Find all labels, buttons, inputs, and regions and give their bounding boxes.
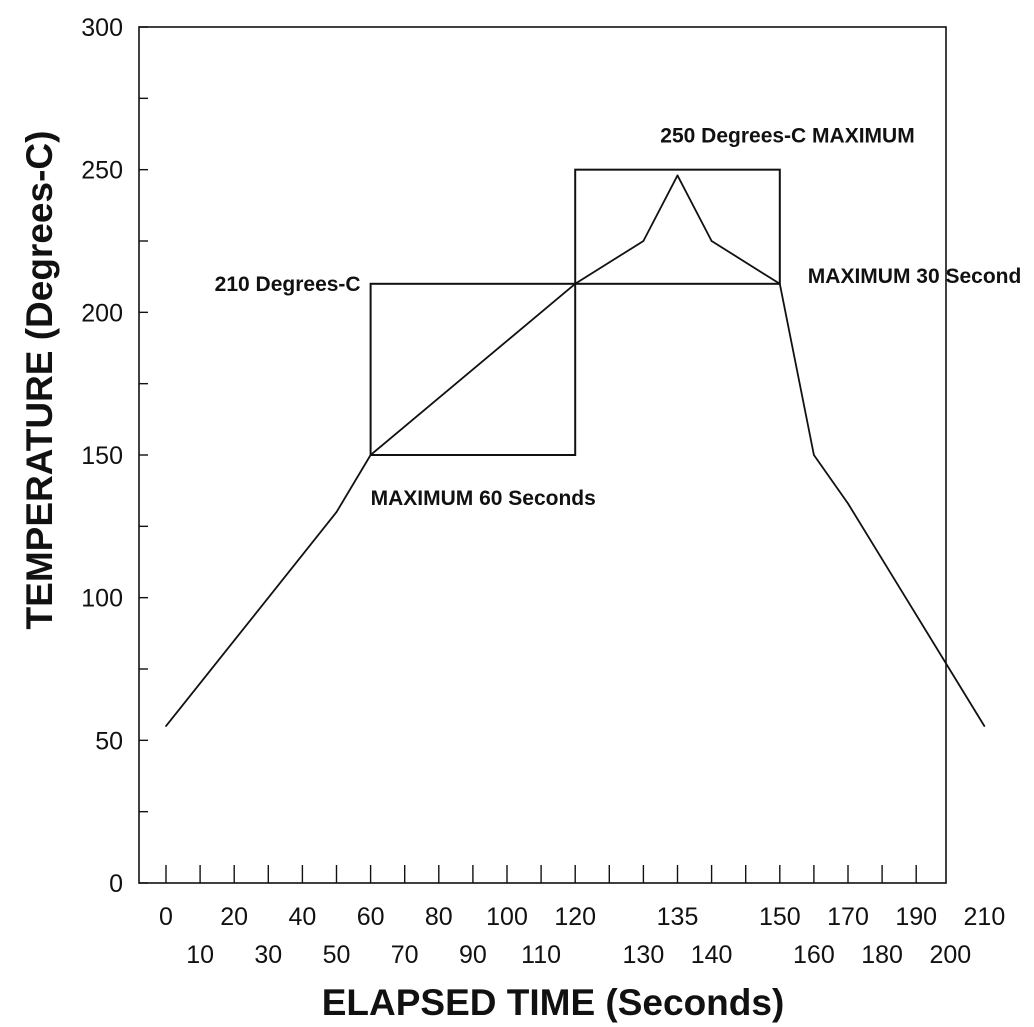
- x-axis: 0 20 40 60 80 100 120 135 150 170 190 210 10 30 50 70 90…: [159, 865, 1005, 969]
- x-tick-label: 170: [827, 903, 869, 931]
- x-axis-title: ELAPSED TIME (Seconds): [322, 982, 785, 1023]
- curve-point: [165, 725, 167, 727]
- y-tick-label: 100: [81, 585, 123, 613]
- y-tick-label: 250: [81, 157, 123, 185]
- limit-regions: [369, 168, 781, 456]
- x-tick-label: 110: [521, 941, 561, 969]
- x-tick-label: 0: [159, 903, 173, 931]
- annotation-label: MAXIMUM 60 Seconds: [371, 487, 596, 510]
- x-tick-label: 40: [288, 903, 316, 931]
- x-tick-label: 160: [793, 941, 835, 969]
- y-tick-label: 50: [95, 727, 123, 755]
- y-tick-label: 0: [109, 870, 123, 898]
- annotation-label: 210 Degrees-C: [215, 273, 361, 296]
- x-tick-label: 60: [357, 903, 385, 931]
- x-tick-label: 140: [691, 941, 733, 969]
- y-tick-label: 300: [81, 14, 123, 42]
- limit-box: [369, 282, 577, 456]
- curve-point: [710, 240, 713, 242]
- x-tick-label: 190: [895, 903, 937, 931]
- annotation-label: 250 Degrees-C MAXIMUM: [660, 125, 914, 148]
- x-tick-label: 150: [759, 903, 801, 931]
- x-tick-label: 80: [425, 903, 453, 931]
- x-tick-label: 210: [964, 903, 1006, 931]
- curve-point: [847, 502, 849, 505]
- curve-point: [779, 283, 781, 285]
- x-tick-label: 10: [186, 941, 214, 969]
- curve-point: [676, 174, 679, 177]
- x-tick-label: 135: [657, 903, 699, 931]
- curve-point: [574, 283, 576, 285]
- y-axis-title: TEMPERATURE (Degrees-C): [19, 131, 60, 630]
- curve-point: [642, 240, 645, 242]
- x-tick-label: 90: [459, 941, 487, 969]
- y-tick-label: 150: [81, 442, 123, 470]
- y-axis: 0 50 100 150 200 250 300: [81, 14, 148, 898]
- x-tick-label: 180: [861, 941, 903, 969]
- x-tick-label: 100: [486, 903, 528, 931]
- x-tick-label: 30: [254, 941, 282, 969]
- x-tick-label: 50: [323, 941, 351, 969]
- annotations: 250 Degrees-C MAXIMUM 210 Degrees-C MAXIMU…: [215, 125, 1022, 510]
- y-tick-label: 200: [81, 299, 123, 327]
- x-tick-label: 200: [929, 941, 971, 969]
- series-layer: [165, 174, 986, 727]
- curve-point: [813, 454, 815, 456]
- curve-point: [335, 511, 338, 513]
- x-tick-label: 20: [220, 903, 248, 931]
- annotation-label: MAXIMUM 30 Second: [808, 265, 1022, 288]
- curve-point: [983, 725, 986, 727]
- x-tick-label: 120: [554, 903, 596, 931]
- x-tick-label: 130: [623, 941, 665, 969]
- limit-box: [574, 168, 781, 285]
- curve-point: [369, 454, 372, 456]
- x-tick-label: 70: [391, 941, 419, 969]
